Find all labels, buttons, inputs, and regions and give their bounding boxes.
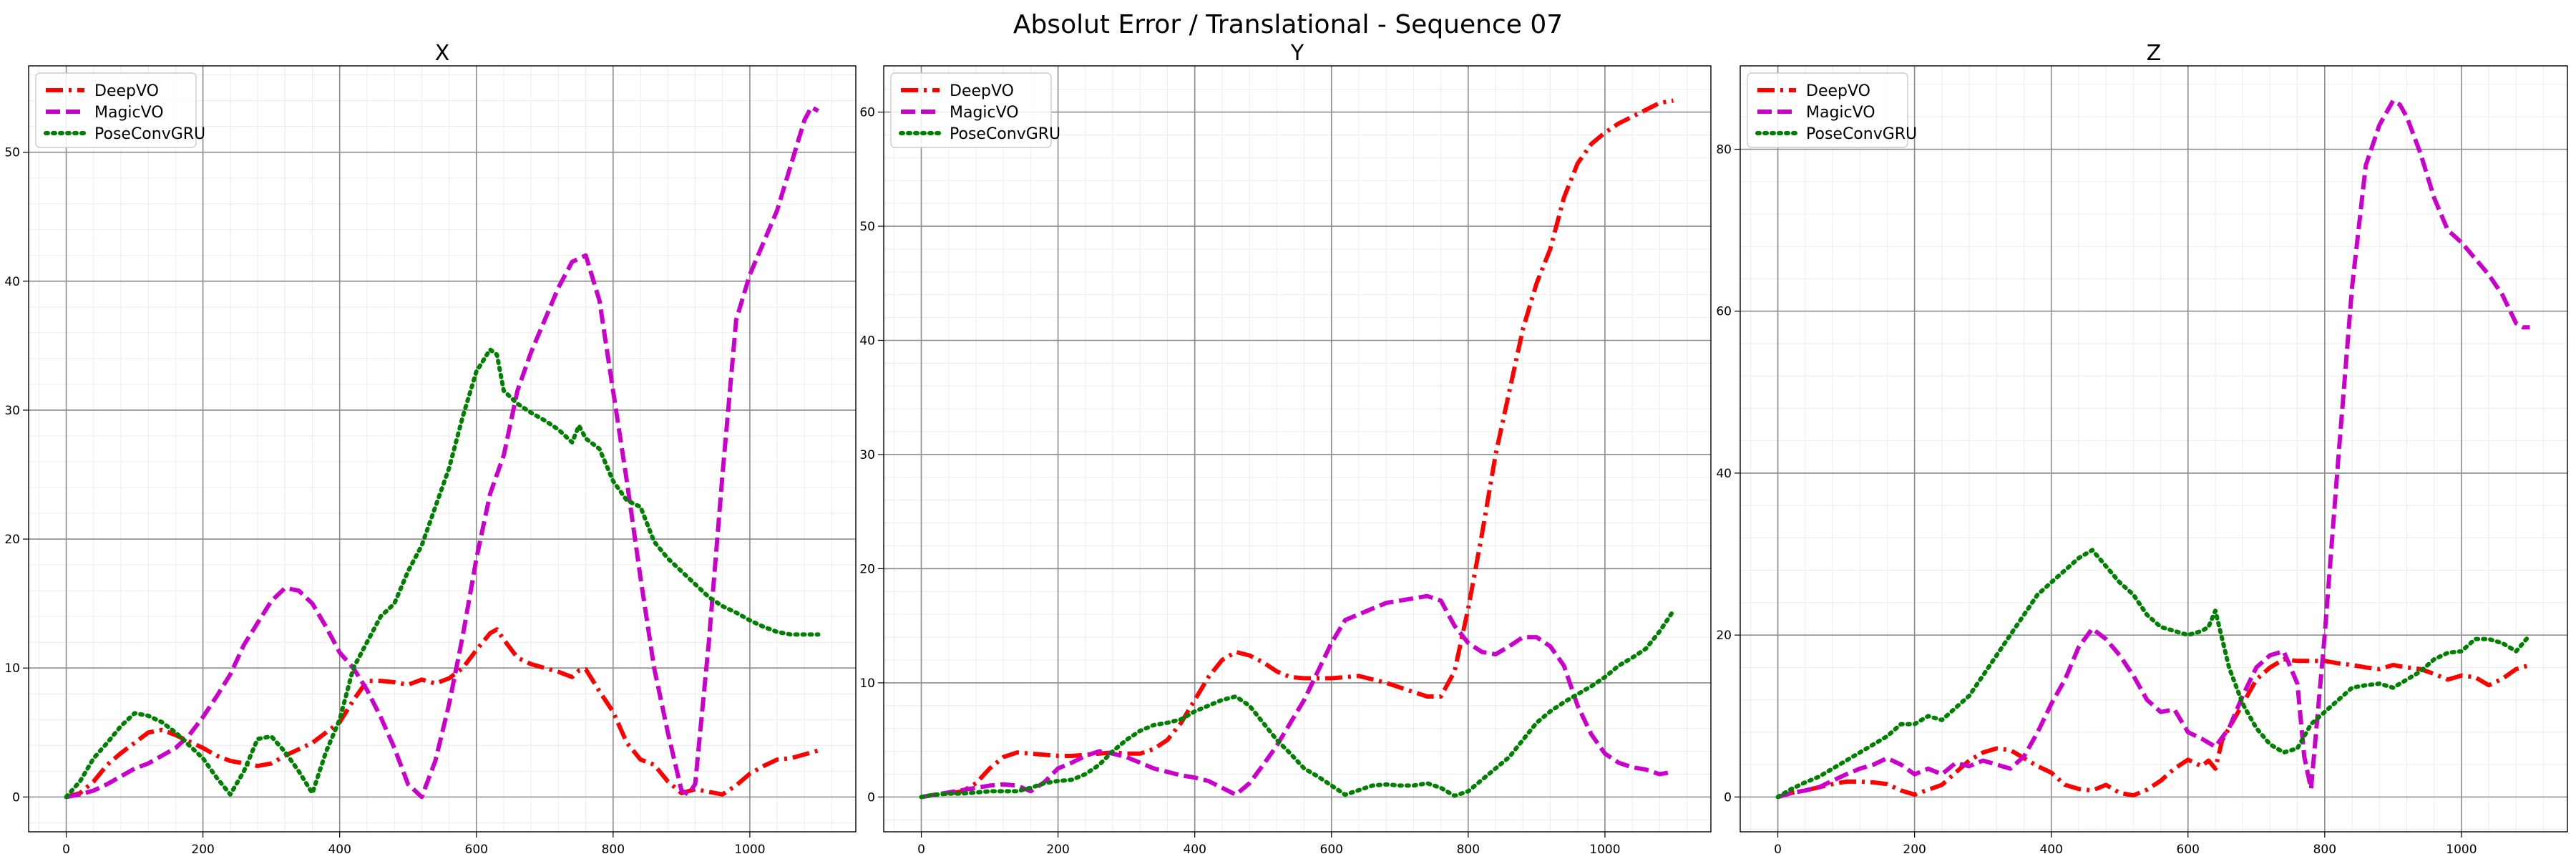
series-group bbox=[919, 98, 1676, 800]
panel-title: X bbox=[435, 41, 450, 66]
legend: DeepVO MagicVO PoseConvGRU bbox=[35, 72, 205, 148]
y-tick-label: 50 bbox=[4, 146, 20, 160]
legend: DeepVO MagicVO PoseConvGRU bbox=[890, 72, 1060, 148]
x-tick-label: 800 bbox=[2313, 843, 2336, 857]
x-tick-label: 0 bbox=[917, 843, 925, 857]
legend-box bbox=[890, 72, 1052, 148]
series-line-deepvo bbox=[65, 627, 819, 800]
y-tick-label: 60 bbox=[1716, 305, 1732, 319]
y-tick-label: 20 bbox=[859, 562, 875, 576]
plot-frame bbox=[28, 65, 857, 833]
series-line-poseconvgru bbox=[919, 608, 1676, 800]
series-line-magicvo bbox=[1777, 98, 2530, 800]
plot-frame bbox=[883, 65, 1712, 833]
legend-box bbox=[35, 72, 197, 148]
x-tick-label: 600 bbox=[2177, 843, 2200, 857]
y-tick-label: 10 bbox=[4, 661, 20, 676]
y-tick-label: 80 bbox=[1716, 143, 1732, 157]
minor-grid bbox=[884, 66, 1711, 832]
x-tick-label: 0 bbox=[1774, 843, 1782, 857]
y-tick-label: 30 bbox=[4, 404, 20, 418]
panel-z: 0 200 400 600 800 1000 0 20 40 60 80 Z DeepVO MagicVO… bbox=[1716, 41, 2568, 857]
x-tick-label: 600 bbox=[1320, 843, 1343, 857]
legend-label-magicvo: MagicVO bbox=[94, 104, 164, 122]
x-tick-label: 1000 bbox=[1589, 843, 1620, 857]
x-tick-label: 800 bbox=[1457, 843, 1480, 857]
minor-grid bbox=[1740, 66, 2567, 832]
major-grid bbox=[29, 66, 856, 832]
series-group bbox=[64, 105, 821, 800]
y-tick-label: 50 bbox=[859, 220, 875, 234]
x-tick-label: 1000 bbox=[734, 843, 765, 857]
x-tick-label: 0 bbox=[62, 843, 70, 857]
y-tick-label: 0 bbox=[12, 790, 20, 805]
major-grid bbox=[1740, 66, 2567, 832]
legend: DeepVO MagicVO PoseConvGRU bbox=[1747, 72, 1917, 148]
x-tick-label: 400 bbox=[2039, 843, 2062, 857]
series-line-magicvo bbox=[65, 105, 819, 800]
y-tick-label: 40 bbox=[1716, 467, 1732, 481]
y-tick-label: 10 bbox=[859, 676, 875, 691]
x-tick-label: 1000 bbox=[2446, 843, 2477, 857]
plot-frame bbox=[1740, 65, 2568, 833]
y-tick-label: 40 bbox=[4, 275, 20, 289]
panel-y: 0 200 400 600 800 1000 0 10 20 30 40 50 60 Y DeepVO Mag… bbox=[859, 41, 1712, 857]
major-grid bbox=[884, 66, 1711, 832]
series-line-poseconvgru bbox=[1775, 548, 2532, 800]
series-line-poseconvgru bbox=[64, 347, 821, 800]
legend-box bbox=[1747, 72, 1908, 148]
legend-label-deepvo: DeepVO bbox=[950, 82, 1014, 100]
x-tick-label: 400 bbox=[328, 843, 351, 857]
y-tick-label: 0 bbox=[867, 790, 875, 805]
panel-x: 0 200 400 600 800 1000 0 10 20 30 40 50 X DeepVO Magic… bbox=[4, 41, 857, 857]
y-tick-label: 20 bbox=[1716, 629, 1732, 643]
legend-label-deepvo: DeepVO bbox=[94, 82, 159, 100]
y-tick-label: 0 bbox=[1724, 790, 1732, 805]
panel-title: Y bbox=[1290, 41, 1304, 66]
figure-title: Absolut Error / Translational - Sequence… bbox=[1013, 10, 1563, 39]
panel-title: Z bbox=[2147, 41, 2162, 66]
legend-label-deepvo: DeepVO bbox=[1806, 82, 1870, 100]
y-tick-label: 20 bbox=[4, 533, 20, 547]
series-group bbox=[1775, 98, 2532, 800]
series-line-magicvo bbox=[921, 593, 1674, 800]
x-tick-label: 200 bbox=[191, 843, 214, 857]
legend-label-poseconvgru: PoseConvGRU bbox=[950, 125, 1060, 143]
y-tick-label: 30 bbox=[859, 448, 875, 462]
y-tick-label: 40 bbox=[859, 334, 875, 349]
y-tick-label: 60 bbox=[859, 106, 875, 120]
x-tick-label: 600 bbox=[465, 843, 488, 857]
x-tick-label: 200 bbox=[1903, 843, 1926, 857]
x-tick-label: 400 bbox=[1183, 843, 1206, 857]
x-tick-label: 200 bbox=[1046, 843, 1069, 857]
x-tick-label: 800 bbox=[602, 843, 625, 857]
legend-label-poseconvgru: PoseConvGRU bbox=[1806, 125, 1917, 143]
series-line-deepvo bbox=[921, 98, 1674, 800]
series-line-deepvo bbox=[1777, 657, 2531, 800]
legend-label-magicvo: MagicVO bbox=[950, 104, 1019, 122]
legend-label-magicvo: MagicVO bbox=[1806, 104, 1875, 122]
legend-label-poseconvgru: PoseConvGRU bbox=[94, 125, 205, 143]
